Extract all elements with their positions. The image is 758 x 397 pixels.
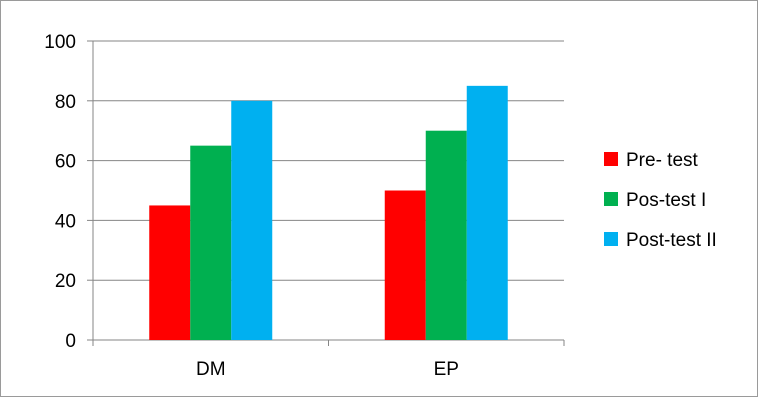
y-tick-label: 40 (55, 211, 76, 232)
bar-dm-series-2 (190, 145, 232, 340)
y-tick-label: 20 (55, 271, 76, 292)
x-tick-label: DM (196, 359, 226, 380)
legend: Pre- test Pos-test I Post-test II (604, 150, 717, 251)
y-tick-label: 80 (55, 92, 76, 113)
bar-ep-series-2 (425, 130, 467, 340)
bars (149, 85, 508, 340)
legend-label: Pos-test I (626, 190, 706, 211)
legend-swatch (604, 192, 618, 206)
legend-swatch (604, 232, 618, 246)
legend-label: Pre- test (626, 150, 699, 171)
bar-ep-series-1 (384, 190, 426, 340)
legend-swatch (604, 152, 618, 166)
bar-dm-series-1 (149, 205, 191, 340)
bar-dm-series-3 (231, 100, 273, 340)
legend-label: Post-test II (626, 230, 717, 251)
tick-labels: 0 20 40 60 80 100 DM EP (44, 32, 459, 380)
y-tick-label: 100 (44, 32, 76, 53)
x-tick-label: EP (434, 359, 459, 380)
y-tick-label: 0 (65, 331, 76, 352)
bar-ep-series-3 (466, 85, 508, 340)
y-tick-label: 60 (55, 152, 76, 173)
